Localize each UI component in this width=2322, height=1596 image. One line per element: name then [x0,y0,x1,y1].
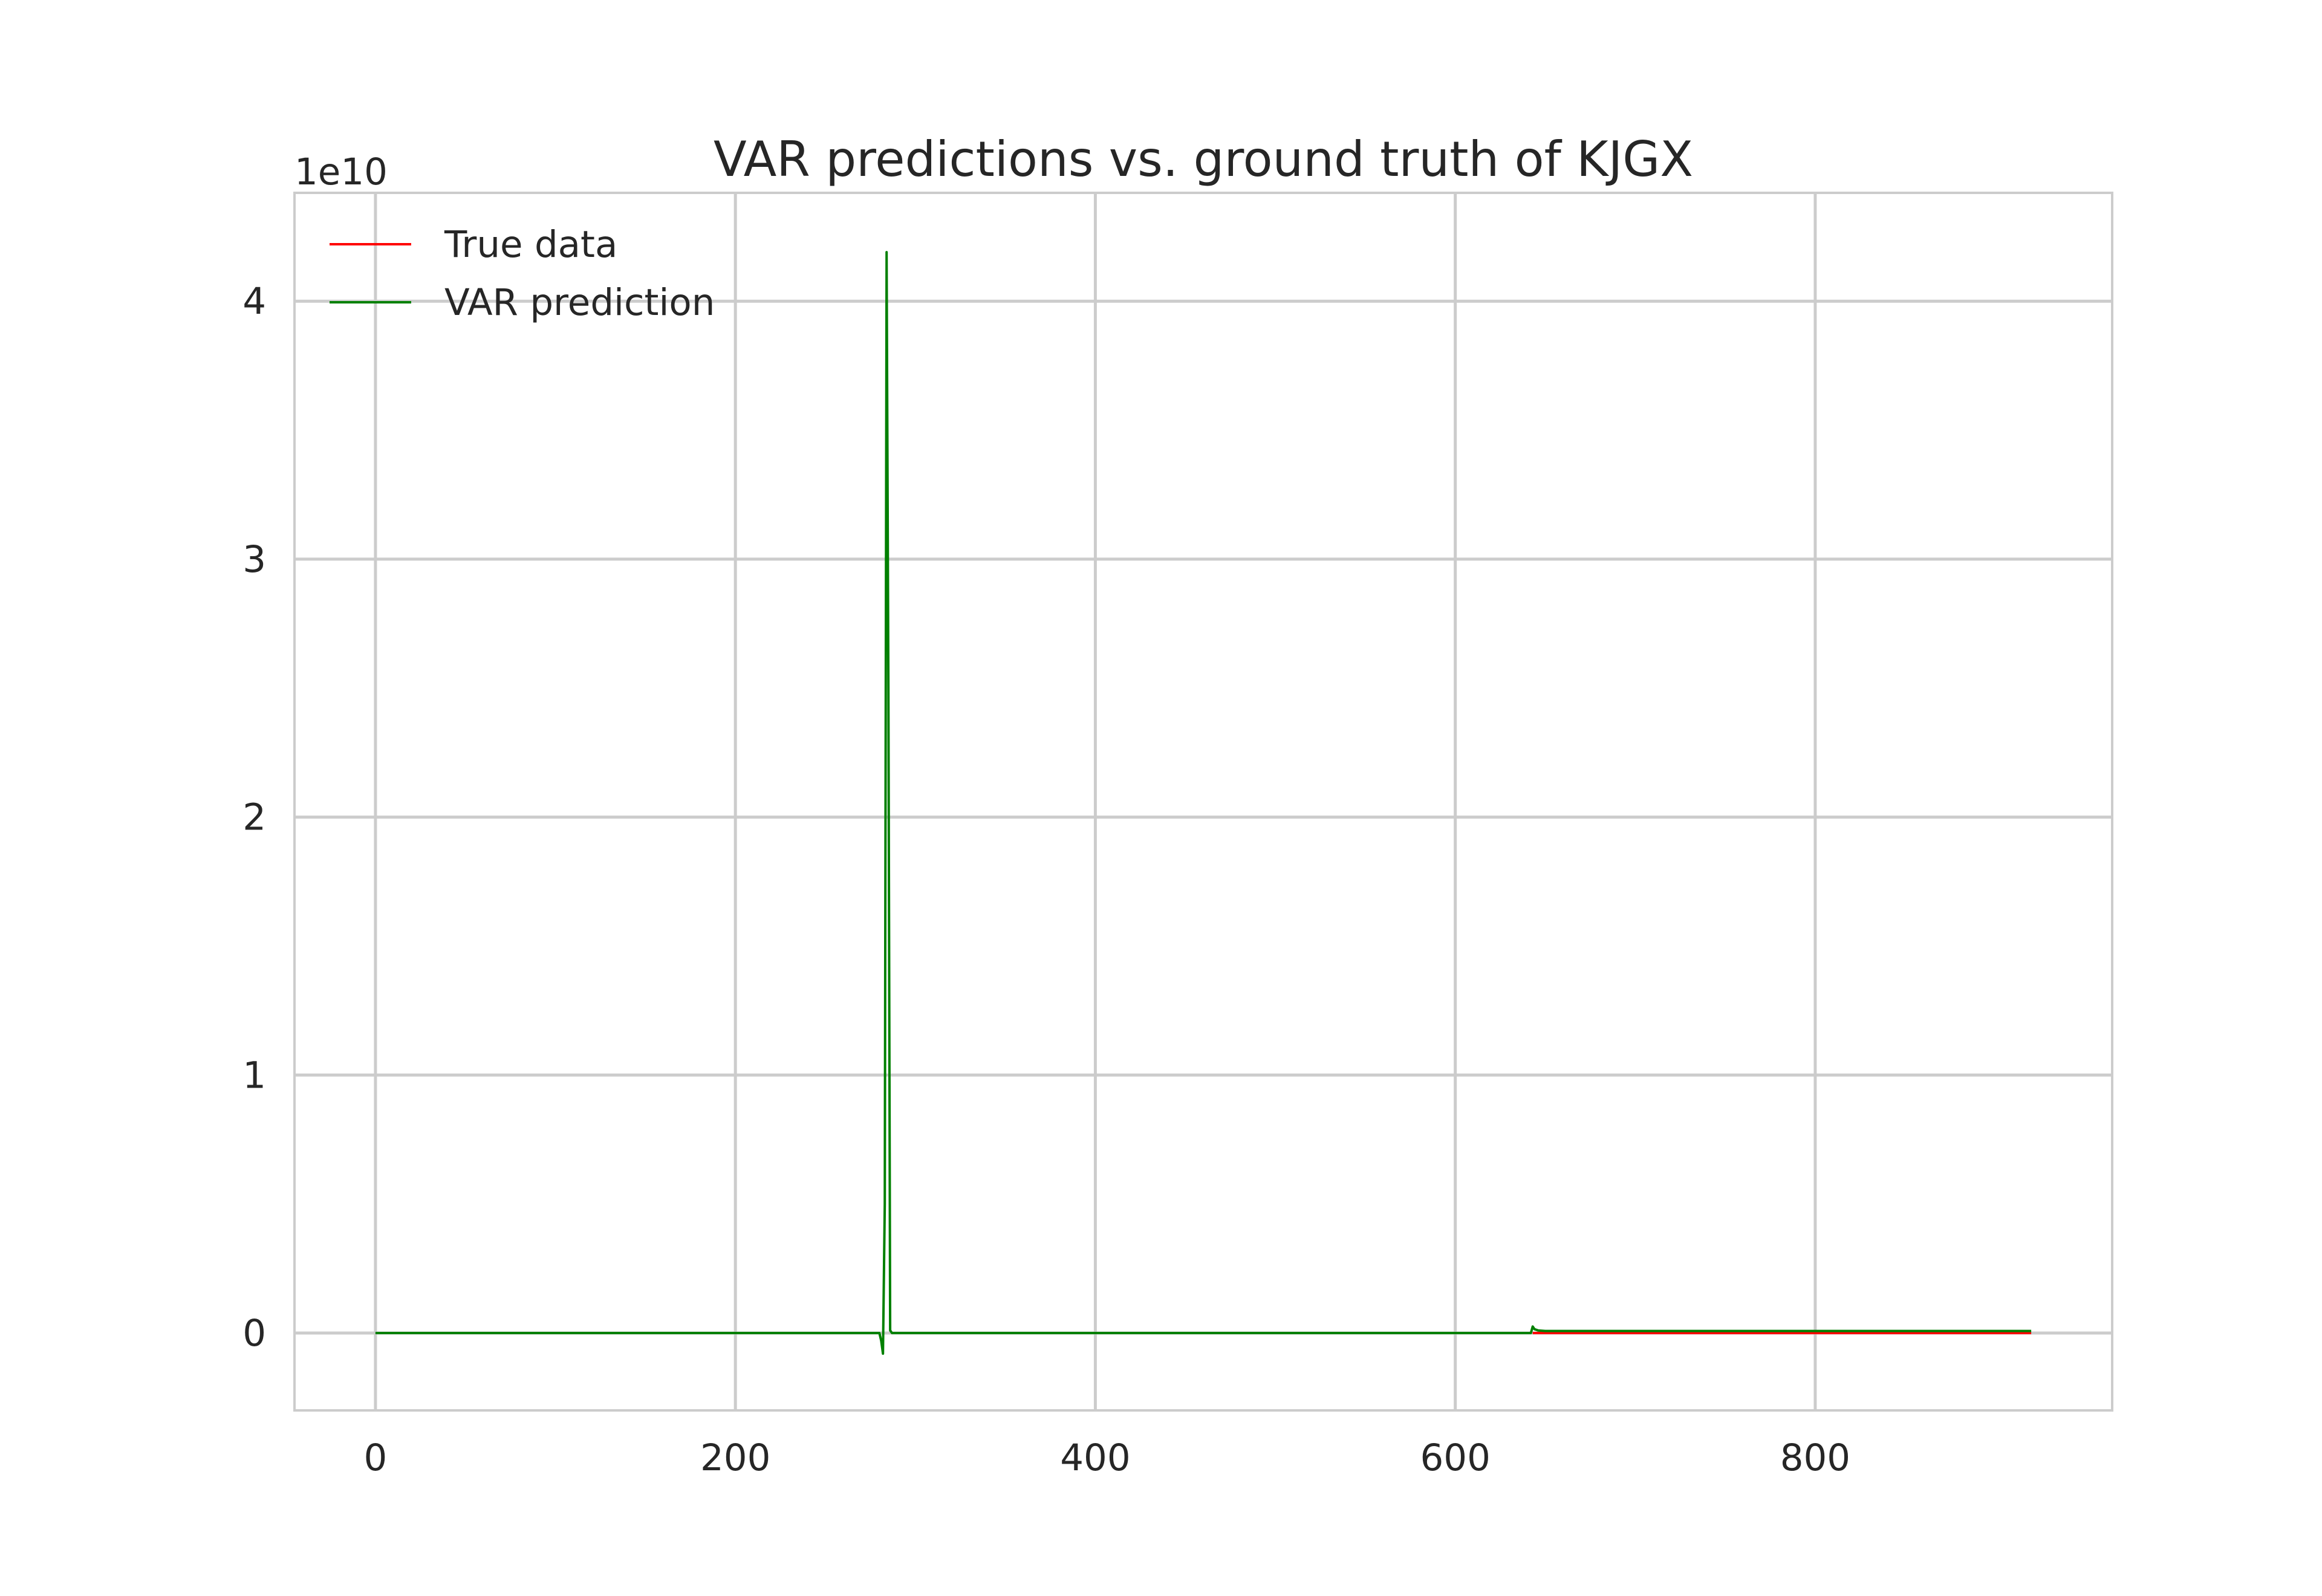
tick-labels: 0 200 400 600 800 0 1 2 3 4 [242,280,1850,1479]
plot-frame [293,192,2113,1412]
y-tick-label-1: 1 [242,1054,266,1097]
legend-label-0: True data [444,223,617,266]
x-tick-label-4: 800 [1780,1436,1850,1479]
y-tick-label-3: 3 [242,538,266,581]
legend-label-1: VAR prediction [444,281,715,324]
y-offset-label: 1e10 [294,151,388,193]
x-tick-label-2: 400 [1060,1436,1130,1479]
y-tick-label-2: 2 [242,796,266,839]
legend: True data VAR prediction [330,223,715,324]
chart-title: VAR predictions vs. ground truth of KJGX [714,131,1693,187]
y-tick-label-0: 0 [242,1312,266,1355]
y-tick-label-4: 4 [242,280,266,323]
x-tick-label-3: 600 [1420,1436,1490,1479]
series-group [375,251,2032,1355]
x-tick-label-1: 200 [700,1436,770,1479]
series-line-1 [375,251,2032,1355]
x-tick-label-0: 0 [364,1436,388,1479]
